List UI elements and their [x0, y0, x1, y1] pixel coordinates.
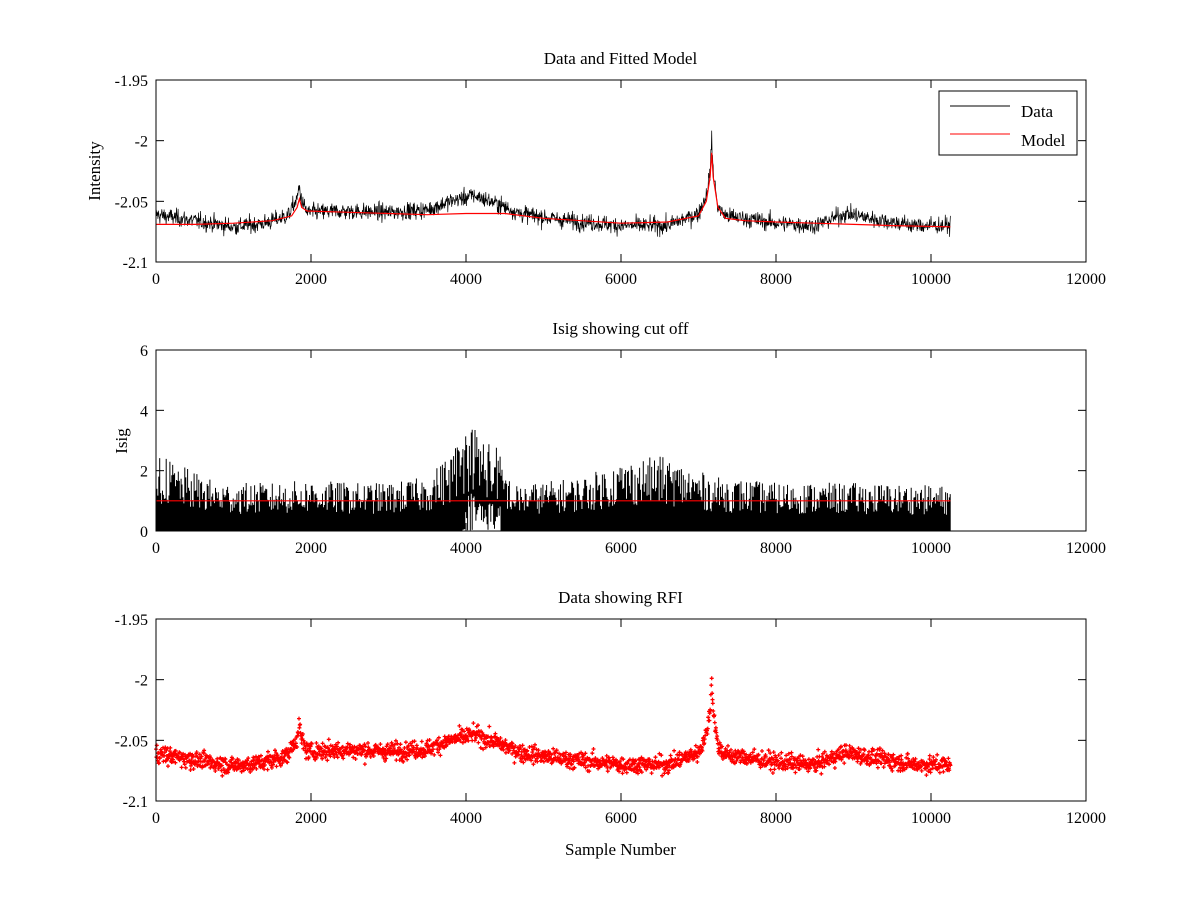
y-tick-label: -2 [135, 673, 148, 690]
chart-title: Data and Fitted Model [544, 49, 698, 68]
x-tick-label: 2000 [295, 271, 327, 288]
y-tick-label: -1.95 [115, 612, 148, 629]
x-tick-label: 12000 [1066, 810, 1106, 827]
x-tick-label: 10000 [911, 540, 951, 557]
y-tick-label: -2.05 [115, 733, 148, 750]
series-line [155, 130, 951, 238]
x-tick-label: 4000 [450, 810, 482, 827]
x-tick-label: 8000 [760, 810, 792, 827]
x-tick-label: 2000 [295, 810, 327, 827]
y-axis-label: Isig [112, 428, 131, 454]
y-tick-label: -2.1 [123, 794, 148, 811]
x-tick-label: 12000 [1066, 540, 1106, 557]
series-points [154, 676, 953, 778]
x-tick-label: 6000 [605, 540, 637, 557]
x-tick-label: 8000 [760, 271, 792, 288]
x-tick-label: 8000 [760, 540, 792, 557]
y-tick-label: 0 [140, 524, 148, 541]
series-line [156, 152, 951, 228]
x-axis-label: Sample Number [565, 840, 676, 859]
panel-isig: Isig showing cut off Isig 0 2000 4000 6000 8… [112, 319, 1106, 557]
x-tick-label: 6000 [605, 810, 637, 827]
x-tick-label: 0 [152, 540, 160, 557]
y-tick-label: 6 [140, 343, 148, 360]
y-tick-label: -2 [135, 134, 148, 151]
x-tick-label: 10000 [911, 810, 951, 827]
y-tick-label: -2.05 [115, 194, 148, 211]
x-tick-label: 4000 [450, 540, 482, 557]
y-tick-label: -2.1 [123, 255, 148, 272]
legend-label-data: Data [1021, 102, 1054, 121]
y-tick-label: 4 [140, 403, 148, 420]
x-tick-label: 0 [152, 271, 160, 288]
series-line [155, 429, 951, 531]
legend-label-model: Model [1021, 131, 1066, 150]
x-tick-label: 10000 [911, 271, 951, 288]
legend: Data Model [938, 90, 1078, 156]
legend-box [938, 90, 1078, 156]
panel-data-rfi: Data showing RFI Sample Number 0 2000 4000… [115, 588, 1106, 859]
x-tick-label: 6000 [605, 271, 637, 288]
x-tick-label: 2000 [295, 540, 327, 557]
chart-title: Isig showing cut off [552, 319, 688, 338]
chart-title: Data showing RFI [558, 588, 683, 607]
x-tick-label: 4000 [450, 271, 482, 288]
y-tick-label: -1.95 [115, 73, 148, 90]
x-tick-label: 12000 [1066, 271, 1106, 288]
y-tick-label: 2 [140, 464, 148, 481]
panel-data-and-model: Data and Fitted Model Intensity 0 2000 400… [85, 49, 1106, 288]
x-tick-label: 0 [152, 810, 160, 827]
y-axis-label: Intensity [85, 141, 104, 201]
